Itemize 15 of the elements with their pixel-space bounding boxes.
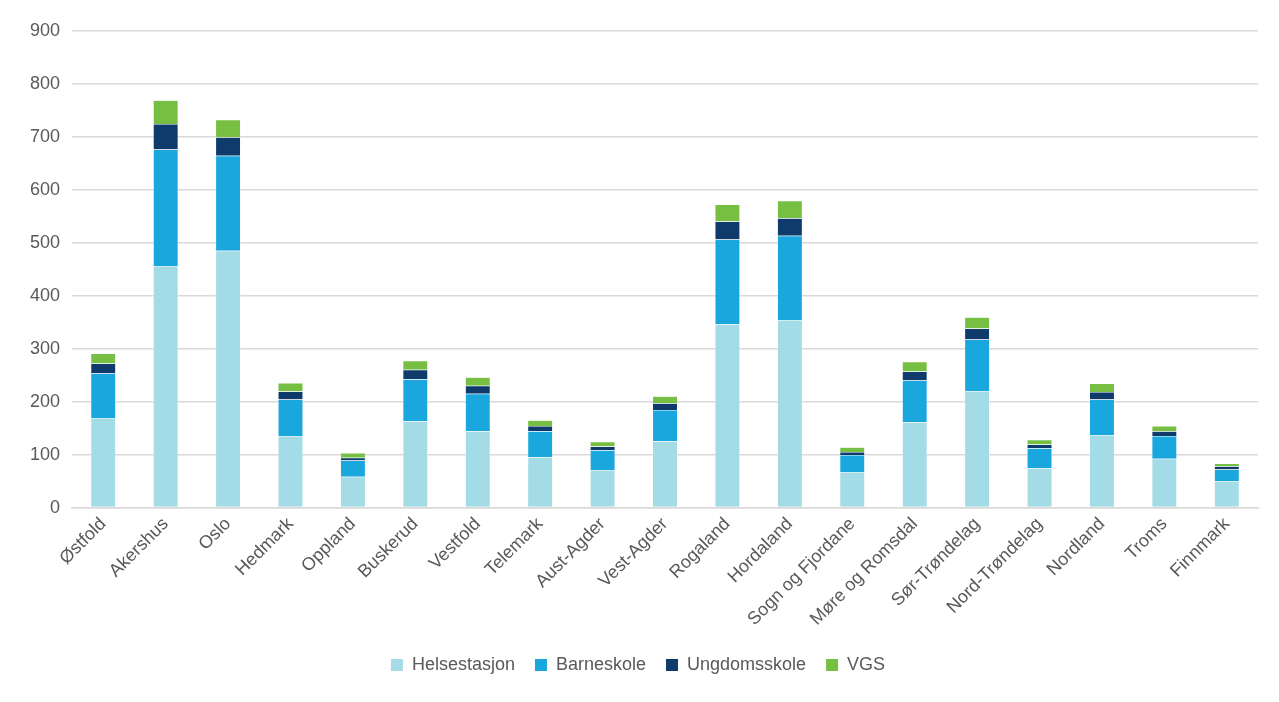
y-tick-label: 400 (29, 284, 61, 305)
y-tick-label: 300 (29, 337, 61, 358)
y-tick-label: 500 (29, 231, 61, 252)
y-tick-label: 800 (29, 72, 61, 93)
legend-label: Ungdomsskole (687, 653, 807, 674)
legend-label: Helsestasjon (411, 653, 515, 674)
x-tick-label: Oslo (194, 513, 235, 554)
legend-label: VGS (847, 653, 886, 674)
y-tick-label: 0 (50, 496, 61, 517)
y-tick-label: 900 (29, 19, 61, 40)
y-tick-label: 200 (29, 390, 61, 411)
legend-label: Barneskole (555, 653, 647, 674)
y-tick-label: 700 (29, 125, 61, 146)
y-tick-label: 100 (29, 443, 61, 464)
y-tick-label: 600 (29, 178, 61, 199)
